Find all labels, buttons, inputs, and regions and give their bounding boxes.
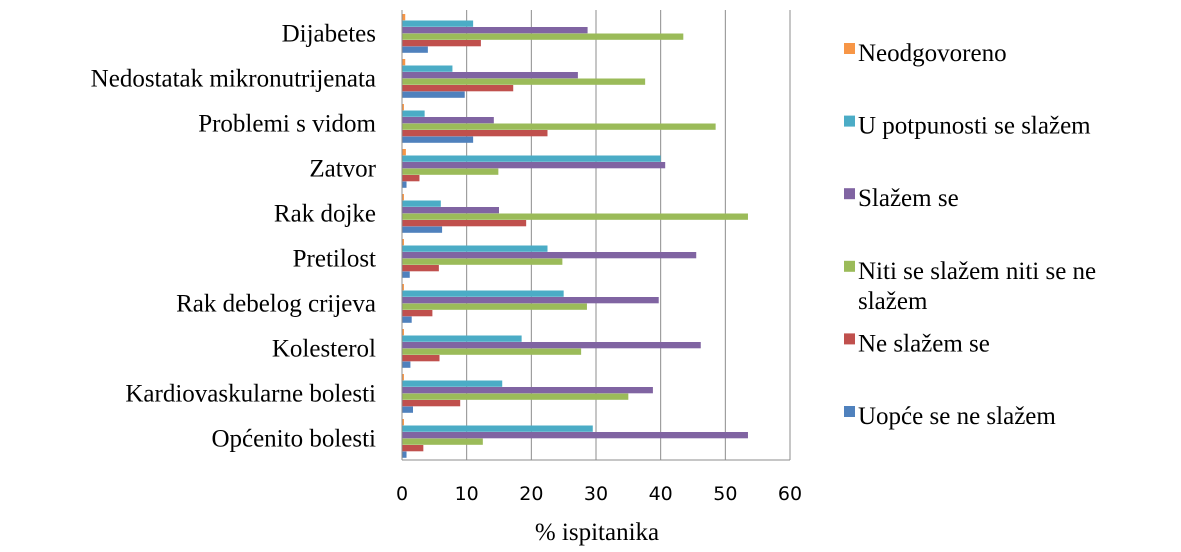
x-tick-label: 20 [519, 483, 543, 505]
bar [402, 400, 461, 407]
bar [402, 451, 407, 458]
bar [402, 438, 483, 445]
bar [402, 239, 404, 246]
bar [402, 104, 404, 111]
bar [402, 245, 548, 252]
bar [402, 155, 661, 162]
bar [402, 65, 453, 72]
bars [402, 14, 748, 458]
legend-label: U potpunosti se slažem [858, 113, 1091, 140]
bar [402, 265, 439, 272]
x-tick-label: 40 [649, 483, 673, 505]
category-label: Problemi s vidom [198, 111, 376, 138]
bar [402, 117, 494, 124]
bar [402, 200, 441, 207]
bar [402, 72, 578, 79]
category-label: Zatvor [309, 156, 376, 183]
x-tick-label: 60 [778, 483, 802, 505]
category-label: Rak debelog crijeva [176, 291, 376, 318]
legend-swatch [844, 115, 855, 127]
legend-label: Slažem se [858, 185, 959, 212]
bar [402, 303, 587, 310]
bar [402, 162, 666, 169]
legend-swatch [844, 43, 855, 54]
category-label: Rak dojke [274, 201, 376, 228]
bar [402, 335, 522, 342]
bar [402, 374, 404, 381]
bar [402, 406, 413, 413]
x-axis-title: % ispitanika [535, 519, 659, 546]
legend-label: Uopće se ne slažem [858, 403, 1056, 430]
bar [402, 149, 406, 156]
bar [402, 220, 527, 227]
x-tick-labels: 0 10 20 30 40 50 60 [396, 483, 802, 505]
legend-swatch [844, 333, 855, 345]
bar [402, 213, 748, 220]
category-label: Općenito bolesti [211, 426, 376, 453]
bar [402, 445, 424, 452]
bar [402, 425, 593, 432]
bar [402, 207, 499, 214]
bar [402, 316, 412, 323]
bar [402, 393, 629, 400]
bar [402, 252, 697, 259]
bar [402, 361, 411, 368]
bar [402, 130, 548, 137]
legend: Neodgovoreno U potpunosti se slažem Slažem… [844, 40, 1096, 430]
bar [402, 329, 404, 336]
bar [402, 123, 716, 130]
bar [402, 78, 646, 85]
bar [402, 27, 588, 34]
bar [402, 110, 425, 117]
category-label: Kardiovaskularne bolesti [125, 381, 376, 408]
bar [402, 14, 406, 21]
bar [402, 432, 748, 439]
bar [402, 355, 440, 362]
bar [402, 168, 499, 175]
x-tick-label: 10 [455, 483, 479, 505]
bar [402, 387, 653, 394]
category-label: Dijabetes [282, 21, 376, 48]
bar [402, 175, 420, 182]
legend-label: Neodgovoreno [858, 40, 1007, 67]
bar [402, 59, 406, 66]
bar [402, 271, 410, 278]
bar [402, 258, 563, 265]
bar [402, 419, 404, 426]
legend-swatch [844, 406, 855, 417]
legend-swatch [844, 188, 855, 200]
category-label: Nedostatak mikronutrijenata [91, 66, 376, 93]
bar [402, 181, 407, 188]
bar [402, 380, 503, 387]
x-tick-label: 0 [396, 483, 408, 505]
category-label: Pretilost [293, 246, 376, 273]
bar [402, 348, 582, 355]
bar [402, 290, 564, 297]
legend-swatch [844, 260, 855, 272]
bar [402, 85, 514, 92]
bar [402, 20, 474, 27]
bar [402, 40, 481, 47]
x-tick-label: 30 [584, 483, 608, 505]
bar [402, 91, 465, 98]
axes [401, 10, 790, 461]
bar [402, 33, 684, 40]
bar [402, 46, 428, 53]
legend-label: Niti se slažem niti se ne [858, 258, 1096, 285]
bar [402, 297, 659, 304]
category-labels: Dijabetes Nedostatak mikronutrijenata Prob… [91, 21, 377, 453]
legend-label: Ne slažem se [858, 330, 990, 357]
bar [402, 284, 404, 291]
category-label: Kolesterol [272, 336, 376, 363]
bar [402, 226, 443, 233]
legend-label: slažem [858, 288, 928, 315]
bar [402, 194, 404, 201]
x-tick-label: 50 [713, 483, 737, 505]
bar [402, 136, 474, 143]
bar [402, 310, 433, 317]
bar [402, 342, 701, 349]
